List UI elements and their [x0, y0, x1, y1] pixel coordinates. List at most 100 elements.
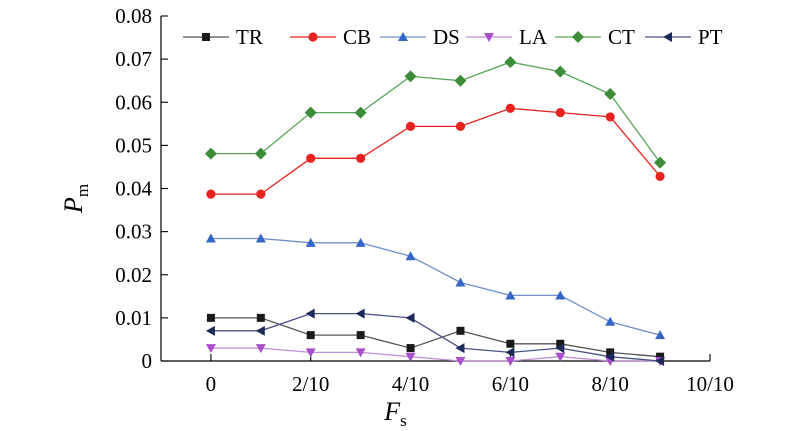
data-point-cb	[256, 189, 266, 199]
data-point-tr	[356, 331, 365, 340]
y-axis-title-sub: m	[73, 184, 92, 197]
data-point-ds	[405, 251, 416, 261]
data-point-ct	[654, 156, 667, 169]
data-point-cb	[555, 108, 565, 118]
data-point-tr	[206, 313, 215, 322]
data-point-pt	[355, 308, 365, 319]
data-point-la	[505, 357, 516, 366]
data-point-pt	[555, 343, 565, 354]
legend-label-ds: DS	[433, 25, 460, 49]
legend-item-tr: TR	[183, 25, 263, 49]
data-point-pt	[505, 347, 515, 358]
legend-label-cb: CB	[343, 25, 371, 49]
x-axis-title: Fs	[383, 397, 407, 430]
data-point-ds	[355, 237, 366, 247]
x-axis-title-sub: s	[400, 411, 407, 430]
data-point-pt	[205, 325, 215, 336]
series-ds	[205, 233, 666, 340]
data-point-ct	[504, 56, 517, 69]
legend-label-tr: TR	[236, 25, 263, 49]
data-point-ct	[554, 65, 567, 78]
data-point-pt	[655, 356, 665, 366]
series-cb	[206, 103, 665, 199]
y-tick-label: 0.03	[115, 220, 152, 244]
data-point-la	[405, 352, 416, 362]
legend-item-ct: CT	[555, 25, 635, 49]
data-point-la	[205, 344, 216, 354]
data-point-ct	[304, 106, 317, 119]
data-point-ct	[254, 147, 267, 160]
data-point-cb	[605, 112, 615, 122]
data-point-ds	[255, 233, 266, 243]
data-point-tr	[256, 313, 265, 322]
y-tick-label: 0.01	[115, 306, 152, 330]
data-point-cb	[505, 103, 515, 113]
legend: TR CB DS LA CT PT	[183, 25, 723, 49]
legend-marker-pt	[663, 32, 672, 42]
data-point-ds	[655, 330, 666, 340]
y-tick-label: 0.05	[115, 133, 152, 157]
y-tick-label: 0	[142, 349, 153, 373]
data-point-ds	[505, 290, 516, 300]
y-tick-label: 0.02	[115, 263, 152, 287]
series-la	[205, 344, 666, 366]
series-layer	[204, 56, 667, 366]
data-point-pt	[605, 351, 615, 362]
y-tick-label: 0.08	[115, 4, 152, 28]
y-tick-label: 0.04	[115, 177, 152, 201]
y-tick-label: 0.07	[115, 47, 152, 71]
data-point-tr	[606, 348, 615, 357]
legend-item-pt: PT	[645, 25, 723, 49]
data-point-tr	[456, 326, 465, 335]
legend-marker-ct	[572, 31, 584, 43]
axes: 0 0.01 0.02 0.03 0.04 0.05 0.06 0.07 0.08 0 2/10 4/…	[115, 4, 734, 396]
data-point-pt	[405, 312, 415, 323]
data-point-tr	[306, 331, 315, 340]
legend-marker-cb	[308, 32, 318, 42]
data-point-ds	[555, 290, 566, 300]
data-point-pt	[455, 343, 465, 354]
legend-item-ds: DS	[380, 25, 460, 49]
data-point-la	[355, 348, 366, 358]
data-point-la	[305, 348, 316, 358]
x-tick-label: 4/10	[392, 372, 429, 396]
series-line-tr	[210, 317, 661, 358]
data-point-pt	[305, 308, 315, 319]
data-point-ds	[205, 233, 216, 243]
legend-item-la: LA	[466, 25, 548, 49]
series-line-la	[210, 347, 661, 362]
data-point-ds	[605, 316, 616, 326]
data-point-ct	[204, 147, 217, 160]
data-point-cb	[405, 121, 416, 131]
data-point-tr	[556, 339, 565, 348]
series-tr	[206, 313, 665, 361]
legend-label-ct: CT	[608, 25, 635, 49]
data-point-cb	[455, 121, 466, 131]
data-point-cb	[655, 171, 665, 182]
x-axis-title-main: F	[383, 397, 401, 426]
x-tick-label: 6/10	[492, 372, 529, 396]
x-tick-label: 10/10	[686, 372, 734, 396]
data-point-ct	[354, 106, 367, 119]
series-ct	[204, 56, 667, 169]
legend-item-cb: CB	[290, 25, 371, 49]
data-point-ct	[454, 74, 467, 87]
x-tick-label: 2/10	[292, 372, 329, 396]
legend-marker-tr	[202, 33, 210, 41]
legend-label-pt: PT	[698, 25, 723, 49]
data-point-cb	[206, 189, 216, 199]
series-line-cb	[210, 107, 661, 195]
legend-label-la: LA	[519, 25, 548, 49]
data-point-la	[555, 352, 566, 362]
series-line-ds	[210, 237, 661, 336]
series-pt	[205, 308, 665, 366]
data-point-ct	[604, 88, 617, 101]
x-tick-label: 8/10	[592, 372, 629, 396]
data-point-la	[455, 357, 466, 366]
data-point-tr	[656, 352, 665, 361]
x-tick-label: 0	[206, 372, 217, 396]
data-point-pt	[255, 325, 265, 336]
data-point-ds	[455, 277, 466, 287]
